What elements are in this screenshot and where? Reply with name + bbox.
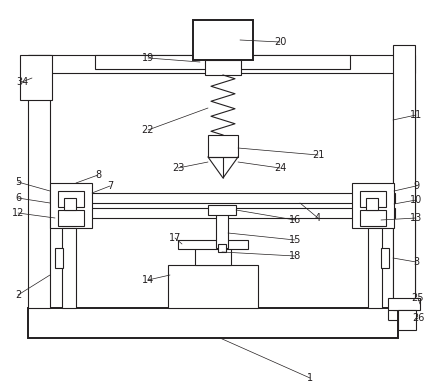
Bar (168, 265, 258, 308)
Bar (393, 45, 415, 310)
Text: 18: 18 (289, 251, 301, 261)
Bar (58, 210, 84, 226)
Text: 13: 13 (410, 213, 422, 223)
Text: 7: 7 (107, 181, 113, 191)
Bar (195, 248, 231, 265)
Text: 2: 2 (15, 290, 21, 300)
Bar (208, 205, 236, 215)
Bar (28, 55, 415, 73)
Bar (28, 55, 50, 85)
Text: 17: 17 (169, 233, 181, 243)
Text: 26: 26 (412, 313, 424, 323)
Text: 19: 19 (142, 53, 154, 63)
Bar (393, 80, 415, 308)
Text: 5: 5 (15, 177, 21, 187)
Text: 16: 16 (289, 215, 301, 225)
Text: 1: 1 (307, 373, 313, 383)
Text: 8: 8 (95, 170, 101, 180)
Text: 10: 10 (410, 195, 422, 205)
Bar (62, 228, 76, 308)
Bar (360, 210, 386, 226)
Bar (366, 198, 378, 210)
Text: 22: 22 (142, 125, 154, 135)
Bar (208, 135, 238, 157)
Text: 34: 34 (16, 77, 28, 87)
Bar (50, 208, 395, 218)
Text: 14: 14 (142, 275, 154, 285)
Text: 24: 24 (274, 163, 286, 173)
Text: 25: 25 (412, 293, 424, 303)
Bar (368, 228, 382, 308)
Text: 4: 4 (315, 213, 321, 223)
Text: 15: 15 (289, 235, 301, 245)
Text: 9: 9 (413, 181, 419, 191)
Bar (398, 310, 416, 330)
Bar (95, 55, 350, 69)
Text: 20: 20 (274, 37, 286, 47)
Bar (218, 244, 226, 252)
Bar (360, 191, 386, 207)
Text: 3: 3 (413, 257, 419, 267)
Text: 6: 6 (15, 193, 21, 203)
Bar (28, 308, 398, 338)
Bar (205, 60, 241, 75)
Text: 12: 12 (12, 208, 24, 218)
Bar (193, 20, 253, 60)
Bar (64, 198, 76, 210)
Bar (50, 193, 395, 203)
Bar (352, 183, 394, 228)
Bar (58, 191, 84, 207)
Bar (216, 210, 228, 248)
Text: 21: 21 (312, 150, 324, 160)
Bar (178, 240, 248, 249)
Text: 23: 23 (172, 163, 184, 173)
Bar (28, 80, 50, 308)
Text: 11: 11 (410, 110, 422, 120)
Bar (55, 248, 63, 268)
Bar (50, 183, 92, 228)
Bar (388, 298, 420, 310)
Bar (381, 248, 389, 268)
Bar (20, 55, 52, 100)
